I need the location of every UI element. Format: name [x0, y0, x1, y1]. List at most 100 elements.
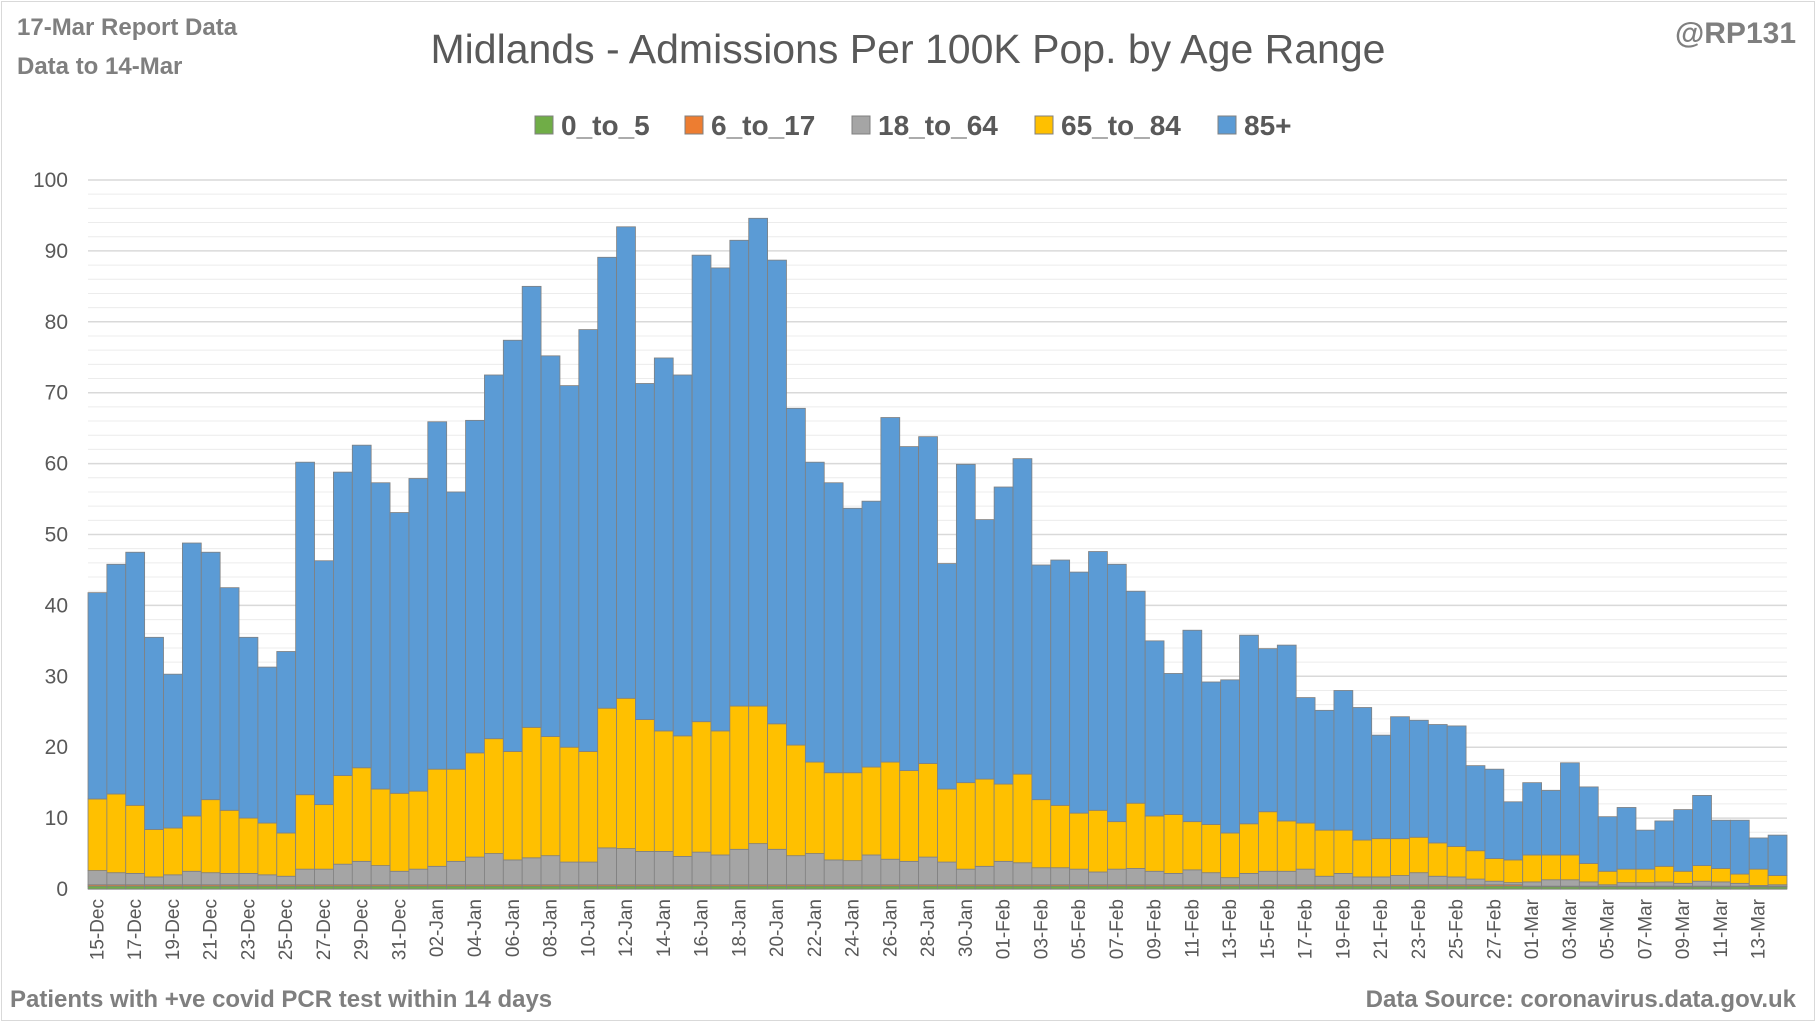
bar-segment-65-to-84 [1635, 868, 1656, 884]
bar-segment-18-to-64 [1692, 880, 1712, 887]
bar-segment-65-to-84 [408, 790, 429, 870]
y-tick-label: 40 [45, 594, 68, 617]
bar-segment-65-to-84 [87, 798, 108, 871]
bar-segment-65-to-84 [1409, 836, 1429, 874]
bar-segment-18-to-64 [691, 851, 712, 886]
bar-segment-65-to-84 [1748, 868, 1769, 886]
bar-segment-0-to-5 [1295, 885, 1316, 890]
bar-segment-85- [1333, 690, 1354, 831]
bar-segment-18-to-64 [1352, 876, 1373, 886]
bar-segment-18-to-64 [219, 873, 240, 886]
bar-segment-85- [578, 329, 599, 752]
bar-segment-0-to-5 [144, 885, 164, 890]
bar-segment-18-to-64 [1031, 867, 1052, 886]
bar-segment-18-to-64 [710, 854, 731, 886]
x-tick-label: 16-Jan [692, 899, 713, 957]
bar-segment-65-to-84 [1163, 814, 1184, 874]
bar-segment-85- [125, 551, 146, 806]
bar-segment-65-to-84 [1258, 811, 1278, 872]
y-tick-label: 100 [33, 169, 68, 192]
x-tick-label: 25-Feb [1447, 899, 1468, 959]
bar-segment-85- [1465, 765, 1486, 852]
bar-segment-18-to-64 [1220, 877, 1240, 886]
bar-segment-65-to-84 [1125, 802, 1146, 869]
bar-segment-85- [1050, 559, 1071, 806]
x-tick-label: 13-Feb [1220, 899, 1241, 959]
bar-segment-18-to-64 [1541, 879, 1561, 887]
bar-segment-18-to-64 [823, 859, 844, 886]
data-to-label: Data to 14-Mar [17, 53, 183, 80]
bar-segment-85- [389, 512, 410, 794]
bar-segment-18-to-64 [1107, 868, 1127, 886]
bar-segment-65-to-84 [389, 792, 410, 872]
bar-segment-85- [672, 374, 693, 737]
bar-segment-65-to-84 [559, 746, 580, 863]
bar-segment-85- [1503, 801, 1524, 861]
y-tick-label: 0 [56, 878, 68, 901]
bar-segment-65-to-84 [1427, 842, 1448, 877]
bar-segment-0-to-5 [465, 885, 485, 890]
bar-segment-85- [937, 563, 957, 790]
bar-segment-65-to-84 [257, 822, 278, 876]
bar-segment-85- [1295, 697, 1316, 824]
y-tick-label: 80 [45, 311, 68, 334]
x-tick-label: 21-Feb [1371, 899, 1392, 959]
bar-segment-65-to-84 [1314, 829, 1335, 877]
bar-segment-85- [1729, 819, 1750, 875]
bar-segment-65-to-84 [1692, 865, 1712, 882]
bars [87, 217, 1788, 890]
x-tick-label: 17-Dec [125, 899, 146, 960]
bar-segment-0-to-5 [993, 885, 1014, 890]
bar-segment-85- [1767, 834, 1788, 876]
bar-segment-85- [1276, 644, 1297, 822]
legend-swatch-65-to-84 [1034, 115, 1054, 135]
bar-segment-0-to-5 [1484, 885, 1505, 890]
bar-segment-0-to-5 [219, 885, 240, 890]
bar-segment-85- [880, 417, 901, 763]
bar-segment-18-to-64 [1088, 871, 1108, 886]
bar-segment-18-to-64 [257, 874, 278, 886]
bar-segment-65-to-84 [1446, 846, 1467, 878]
bar-segment-0-to-5 [1050, 885, 1071, 890]
bar-segment-0-to-5 [1107, 885, 1127, 890]
bar-segment-18-to-64 [333, 863, 353, 886]
x-tick-label: 03-Mar [1560, 898, 1581, 959]
bar-segment-65-to-84 [937, 788, 957, 863]
bar-segment-85- [276, 651, 297, 834]
x-tick-label: 30-Jan [956, 899, 977, 957]
bar-segment-18-to-64 [1578, 881, 1599, 887]
bar-segment-0-to-5 [1390, 885, 1410, 890]
bar-segment-65-to-84 [672, 735, 693, 857]
bar-segment-65-to-84 [427, 768, 448, 867]
bar-segment-18-to-64 [1125, 868, 1146, 886]
x-tick-label: 22-Jan [805, 899, 826, 957]
bar-segment-65-to-84 [1276, 820, 1297, 872]
y-tick-label: 30 [45, 665, 68, 688]
bar-segment-85- [1107, 563, 1127, 823]
bar-segment-85- [1522, 782, 1542, 856]
x-tick-label: 19-Feb [1333, 899, 1354, 959]
bar-segment-18-to-64 [597, 847, 617, 886]
x-tick-label: 18-Jan [729, 899, 750, 957]
bar-segment-65-to-84 [748, 705, 769, 845]
bar-segment-18-to-64 [181, 870, 202, 886]
bar-segment-65-to-84 [653, 730, 674, 852]
x-tick-label: 01-Feb [994, 899, 1015, 959]
bar-segment-85- [1427, 724, 1448, 844]
bar-segment-0-to-5 [691, 885, 712, 890]
bar-segment-0-to-5 [748, 885, 769, 890]
bar-segment-85- [163, 673, 183, 829]
bar-segment-85- [635, 383, 655, 720]
bar-segment-18-to-64 [616, 848, 636, 886]
bar-segment-65-to-84 [578, 751, 599, 863]
bar-segment-65-to-84 [767, 723, 787, 850]
x-tick-label: 02-Jan [427, 899, 448, 957]
x-tick-label: 06-Jan [503, 899, 524, 957]
bar-segment-85- [1446, 725, 1467, 847]
x-tick-label: 23-Dec [238, 899, 259, 960]
bar-segment-65-to-84 [314, 804, 334, 870]
bar-segment-18-to-64 [465, 856, 485, 886]
bar-segment-85- [804, 461, 825, 763]
bar-segment-18-to-64 [880, 858, 901, 886]
